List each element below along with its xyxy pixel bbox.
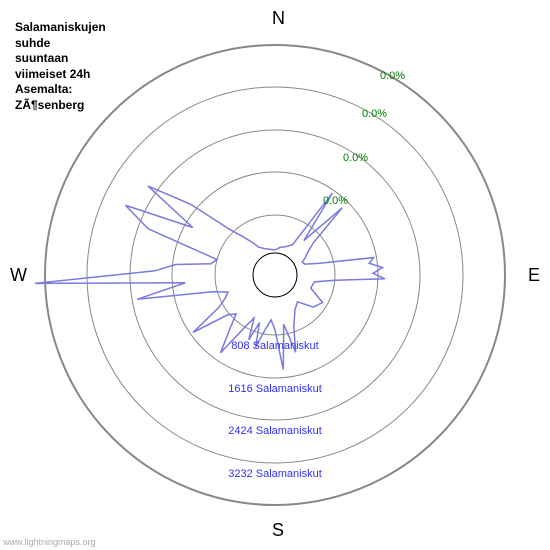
compass-label-s: S [272, 520, 284, 541]
percent-label: 0.0% [362, 108, 387, 120]
title-line: viimeiset 24h [15, 67, 90, 81]
percent-label: 0.0% [323, 195, 348, 207]
count-label: 1616 Salamaniskut [228, 383, 322, 395]
count-label: 2424 Salamaniskut [228, 425, 322, 437]
rose-polyline [35, 186, 385, 370]
credit-text: www.lightningmaps.org [3, 537, 96, 547]
title-line: Asemalta: [15, 82, 72, 96]
count-label: 808 Salamaniskut [231, 340, 318, 352]
percent-label: 0.0% [380, 70, 405, 82]
chart-container: Salamaniskujen suhde suuntaan viimeiset … [0, 0, 550, 550]
compass-label-w: W [10, 265, 27, 286]
title-line: Salamaniskujen [15, 20, 106, 34]
count-label: 3232 Salamaniskut [228, 468, 322, 480]
compass-label-e: E [528, 265, 540, 286]
center-circle [253, 253, 297, 297]
title-line: suuntaan [15, 51, 68, 65]
chart-title: Salamaniskujen suhde suuntaan viimeiset … [15, 20, 106, 114]
percent-label: 0.0% [343, 152, 368, 164]
compass-label-n: N [272, 8, 285, 29]
title-line: ZÃ¶senberg [15, 98, 84, 112]
title-line: suhde [15, 36, 50, 50]
